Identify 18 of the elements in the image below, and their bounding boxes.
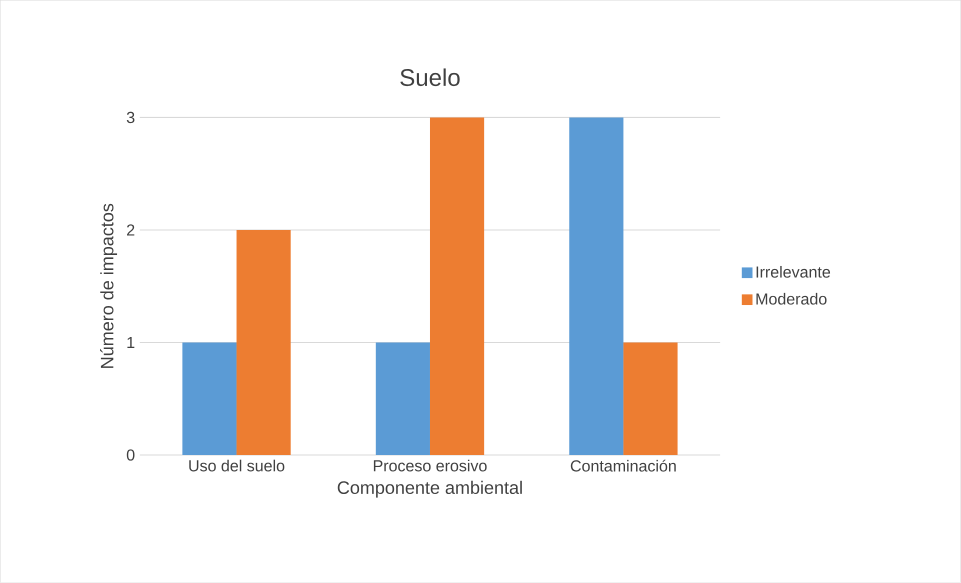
chart-title: Suelo (400, 68, 460, 86)
y-tick-label: 2 (126, 224, 134, 236)
bar (236, 230, 291, 456)
legend-label: Moderado (756, 293, 827, 305)
bar (569, 118, 624, 456)
x-tick-label: Contaminación (570, 460, 676, 472)
bar (376, 342, 430, 456)
legend-label: Irrelevante (756, 266, 830, 278)
y-tick-label: 0 (126, 449, 134, 461)
x-tick-label: Uso del suelo (189, 460, 284, 472)
y-tick-label: 3 (126, 112, 134, 124)
bar (430, 118, 484, 456)
x-tick-label: Proceso erosivo (374, 460, 487, 472)
bar (623, 342, 678, 456)
x-axis-title: Componente ambiental (338, 480, 522, 498)
y-axis-title: Número de impactos (100, 204, 118, 368)
bar (182, 342, 237, 456)
y-tick-label: 1 (127, 337, 134, 348)
